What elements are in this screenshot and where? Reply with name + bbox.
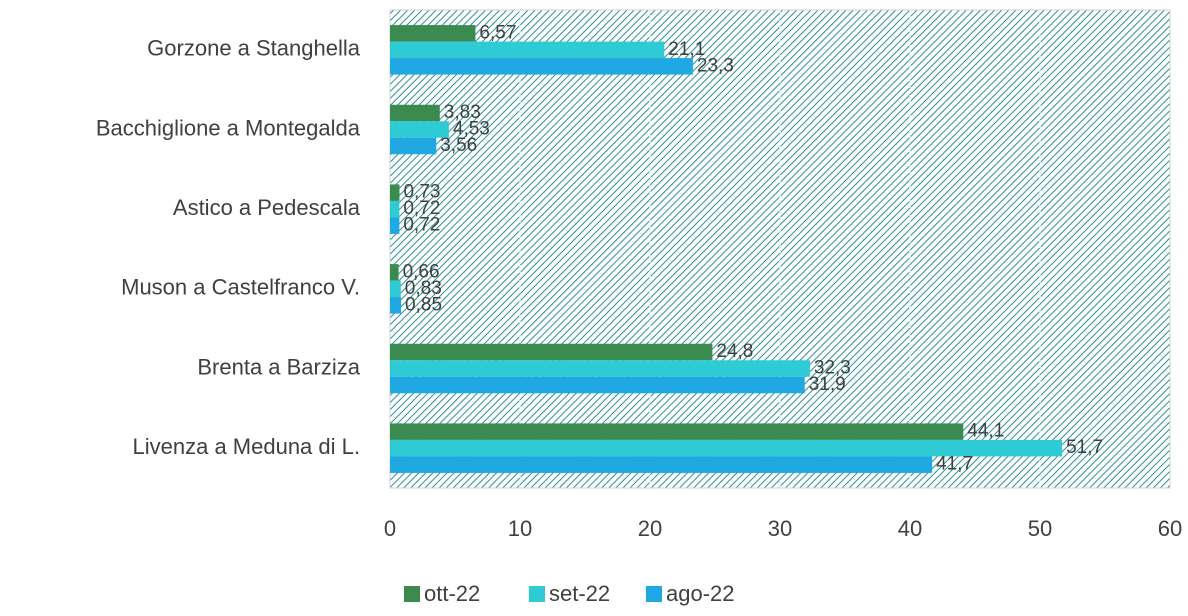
category-label: Brenta a Barziza xyxy=(197,354,360,379)
legend-swatch xyxy=(529,586,545,602)
x-tick-label: 30 xyxy=(768,516,792,541)
data-label: 3,83 xyxy=(444,102,481,123)
data-label: 0,83 xyxy=(405,278,442,299)
plot-area xyxy=(389,9,1171,489)
bar xyxy=(390,41,665,59)
bar xyxy=(390,360,810,377)
data-label: 32,3 xyxy=(814,358,851,379)
bar xyxy=(390,104,440,122)
bar xyxy=(390,376,805,394)
x-tick-label: 60 xyxy=(1158,516,1182,541)
bar xyxy=(390,456,933,473)
data-label: 0,72 xyxy=(403,198,440,219)
category-label: Gorzone a Stanghella xyxy=(147,36,361,61)
bar xyxy=(390,439,1063,457)
data-label: 0,85 xyxy=(405,294,442,315)
bar xyxy=(390,280,401,298)
bar xyxy=(390,264,399,281)
data-label: 23,3 xyxy=(697,55,734,76)
data-label: 0,66 xyxy=(403,261,440,282)
data-label: 0,73 xyxy=(403,182,440,203)
data-label: 24,8 xyxy=(716,341,753,362)
data-label: 44,1 xyxy=(967,421,1004,442)
legend-label: ott-22 xyxy=(424,581,480,606)
legend-swatch xyxy=(404,586,420,602)
legend-label: ago-22 xyxy=(666,581,735,606)
bar xyxy=(390,217,400,234)
category-label: Bacchiglione a Montegalda xyxy=(96,115,361,140)
data-label: 21,1 xyxy=(668,39,705,60)
data-label: 6,57 xyxy=(479,22,516,43)
bar xyxy=(390,121,449,138)
bar xyxy=(390,137,437,155)
bar xyxy=(390,58,693,75)
x-tick-label: 40 xyxy=(898,516,922,541)
x-tick-label: 10 xyxy=(508,516,532,541)
data-label: 41,7 xyxy=(936,454,973,475)
bar xyxy=(390,343,713,361)
legend-swatch xyxy=(646,586,662,602)
bar xyxy=(390,423,964,440)
bar xyxy=(390,297,402,314)
category-label: Muson a Castelfranco V. xyxy=(121,275,360,300)
bar xyxy=(390,184,400,201)
data-label: 4,53 xyxy=(453,119,490,140)
data-label: 31,9 xyxy=(809,374,846,395)
x-tick-label: 50 xyxy=(1028,516,1052,541)
data-label: 0,72 xyxy=(403,215,440,236)
bar xyxy=(390,200,400,218)
data-label: 51,7 xyxy=(1066,437,1103,458)
category-label: Livenza a Meduna di L. xyxy=(133,434,361,459)
bar xyxy=(390,25,476,42)
data-label: 3,56 xyxy=(440,135,477,156)
legend-label: set-22 xyxy=(549,581,610,606)
x-tick-label: 0 xyxy=(384,516,396,541)
x-tick-label: 20 xyxy=(638,516,662,541)
category-label: Astico a Pedescala xyxy=(173,195,361,220)
